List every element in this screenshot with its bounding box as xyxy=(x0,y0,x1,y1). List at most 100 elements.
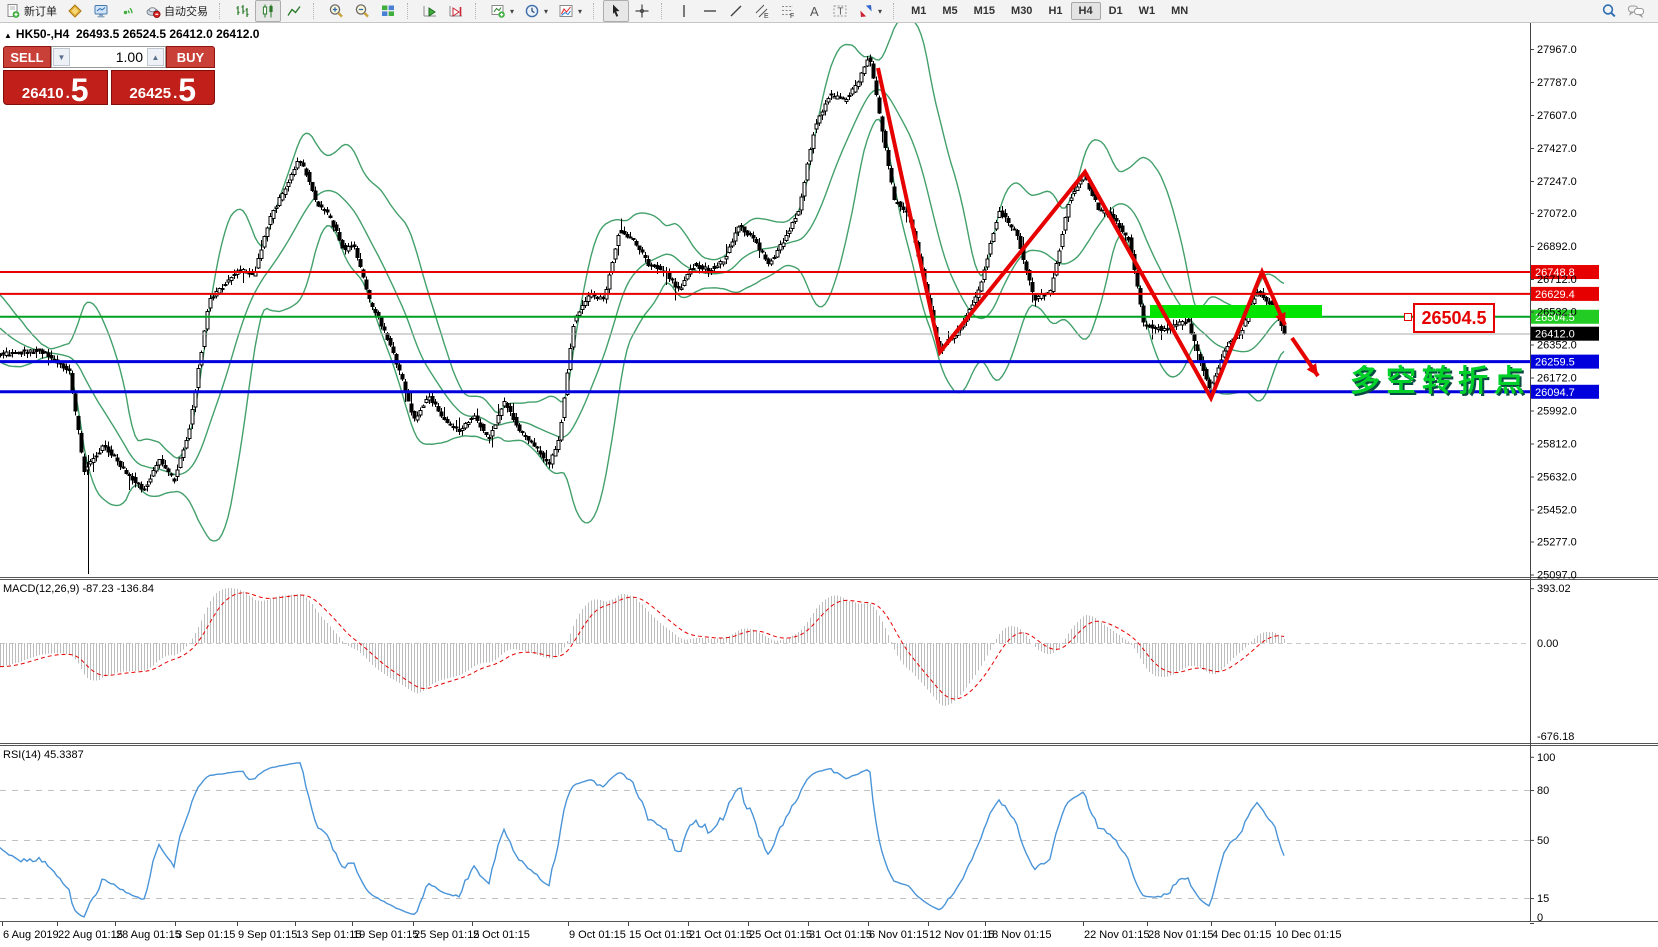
buy-button[interactable]: BUY xyxy=(166,46,215,68)
candlestick-icon xyxy=(260,3,276,19)
buy-price-big-digit: 5 xyxy=(178,72,197,109)
new-order-button[interactable]: 新订单 xyxy=(0,0,62,22)
chart-shift-button[interactable] xyxy=(443,0,469,22)
svg-text:26629.4: 26629.4 xyxy=(1535,289,1575,301)
autotrading-label: 自动交易 xyxy=(164,6,208,18)
toolbar-separator xyxy=(593,3,599,19)
svg-text:6 Aug 2019: 6 Aug 2019 xyxy=(3,929,59,941)
sell-button[interactable]: SELL xyxy=(3,46,51,68)
equidistant-channel-icon: E xyxy=(754,3,770,19)
arrows-dropdown-caret[interactable]: ▾ xyxy=(878,6,883,16)
svg-text:21 Oct 01:15: 21 Oct 01:15 xyxy=(689,929,752,941)
indicators-dropdown-caret[interactable]: ▾ xyxy=(578,6,583,16)
cursor-button[interactable] xyxy=(603,0,630,22)
trendline-button[interactable] xyxy=(723,0,749,22)
timeframe-h1[interactable]: H1 xyxy=(1048,5,1063,17)
svg-text:27072.0: 27072.0 xyxy=(1537,208,1577,220)
horizontal-line-button[interactable] xyxy=(697,0,723,22)
svg-text:50: 50 xyxy=(1537,835,1549,847)
svg-text:26412.0: 26412.0 xyxy=(1535,329,1575,341)
trendline-icon xyxy=(728,3,744,19)
timeframe-w1[interactable]: W1 xyxy=(1138,5,1156,17)
main-toolbar: 新订单 自动交易 xyxy=(0,0,1658,23)
svg-text:F: F xyxy=(790,13,794,19)
zoom-in-button[interactable] xyxy=(323,0,349,22)
timeframe-h4[interactable]: H4 xyxy=(1070,2,1101,20)
annotation-text-cn: 多空转折点 xyxy=(1350,365,1530,398)
toolbar-separator xyxy=(661,3,667,19)
toolbar-separator xyxy=(407,3,413,19)
market-button[interactable] xyxy=(62,0,88,22)
symbol-period-label: HK50-,H4 xyxy=(15,27,70,41)
new-chart-icon xyxy=(490,3,506,19)
text-button[interactable]: A xyxy=(801,0,827,22)
rsi-label: RSI(14) 45.3387 xyxy=(3,749,84,761)
auto-scroll-icon xyxy=(422,3,438,19)
svg-text:26172.0: 26172.0 xyxy=(1537,373,1577,385)
svg-text:19 Sep 01:15: 19 Sep 01:15 xyxy=(353,929,418,941)
timeframe-m30[interactable]: M30 xyxy=(1011,5,1033,17)
bar-chart-button[interactable] xyxy=(229,0,255,22)
arrows-button[interactable]: ▾ xyxy=(853,0,887,22)
timeframe-m1[interactable]: M1 xyxy=(911,5,927,17)
arrows-icon xyxy=(858,3,874,19)
tile-windows-icon xyxy=(380,3,396,19)
timeframe-m5[interactable]: M5 xyxy=(942,5,958,17)
new-chart-dropdown-caret[interactable]: ▾ xyxy=(510,6,515,16)
buy-price-int: 26425 xyxy=(129,85,172,102)
svg-text:15 Oct 01:15: 15 Oct 01:15 xyxy=(629,929,692,941)
chart-ohlc-header: ▲ HK50-,H4 26493.5 26524.5 26412.0 26412.… xyxy=(4,27,259,41)
bar-chart-icon xyxy=(234,3,250,19)
timeframe-mn[interactable]: MN xyxy=(1171,5,1189,17)
fibonacci-button[interactable]: F xyxy=(775,0,801,22)
svg-text:-676.18: -676.18 xyxy=(1537,731,1574,743)
tile-windows-button[interactable] xyxy=(375,0,401,22)
sell-price-int: 26410 xyxy=(21,85,64,102)
svg-text:6 Nov 01:15: 6 Nov 01:15 xyxy=(869,929,928,941)
chat-icon xyxy=(1627,3,1645,19)
line-chart-button[interactable] xyxy=(281,0,307,22)
zoom-in-icon xyxy=(328,3,344,19)
price-callout-box[interactable]: 26504.5 xyxy=(1413,303,1495,333)
svg-text:25 Sep 01:15: 25 Sep 01:15 xyxy=(414,929,479,941)
buy-price-display[interactable]: 26425. 5 xyxy=(110,70,215,109)
svg-text:80: 80 xyxy=(1537,785,1549,797)
vertical-line-button[interactable] xyxy=(671,0,697,22)
crosshair-button[interactable] xyxy=(629,0,655,22)
chat-button[interactable] xyxy=(1622,0,1650,22)
svg-text:26712.0: 26712.0 xyxy=(1537,274,1577,286)
indicators-button[interactable]: ▾ xyxy=(553,0,587,22)
timeframe-m15[interactable]: M15 xyxy=(973,5,996,17)
toolbar-separator xyxy=(475,3,481,19)
cursor-icon xyxy=(608,3,624,19)
period-clock-button[interactable]: ▾ xyxy=(519,0,553,22)
volume-input[interactable] xyxy=(71,47,146,67)
svg-text:25452.0: 25452.0 xyxy=(1537,504,1577,516)
sell-price-display[interactable]: 26410. 5 xyxy=(3,70,108,106)
period-dropdown-caret[interactable]: ▾ xyxy=(544,6,549,16)
search-button[interactable] xyxy=(1596,0,1622,22)
svg-text:9 Sep 01:15: 9 Sep 01:15 xyxy=(238,929,297,941)
new-order-label: 新订单 xyxy=(24,6,57,18)
svg-text:25 Oct 01:15: 25 Oct 01:15 xyxy=(749,929,812,941)
text-label-icon: T xyxy=(832,3,848,19)
volume-decrease-button[interactable]: ▼ xyxy=(53,48,70,66)
zoom-out-button[interactable] xyxy=(349,0,375,22)
auto-scroll-button[interactable] xyxy=(417,0,443,22)
signals-button[interactable] xyxy=(114,0,140,22)
text-label-button[interactable]: T xyxy=(827,0,853,22)
new-chart-button[interactable]: ▾ xyxy=(485,0,519,22)
svg-text:25992.0: 25992.0 xyxy=(1537,406,1577,418)
autotrading-button[interactable]: 自动交易 xyxy=(140,0,213,22)
collapse-panel-icon[interactable]: ▲ xyxy=(4,31,12,40)
zoom-out-icon xyxy=(354,3,370,19)
equidistant-channel-button[interactable]: E xyxy=(749,0,775,22)
svg-text:12 Nov 01:15: 12 Nov 01:15 xyxy=(929,929,994,941)
candlestick-button[interactable] xyxy=(255,0,281,22)
volume-increase-button[interactable]: ▲ xyxy=(147,48,164,66)
timeframe-d1[interactable]: D1 xyxy=(1108,5,1123,17)
vps-button[interactable] xyxy=(88,0,114,22)
svg-text:A: A xyxy=(810,4,819,19)
buy-price-dot: . xyxy=(173,85,178,102)
